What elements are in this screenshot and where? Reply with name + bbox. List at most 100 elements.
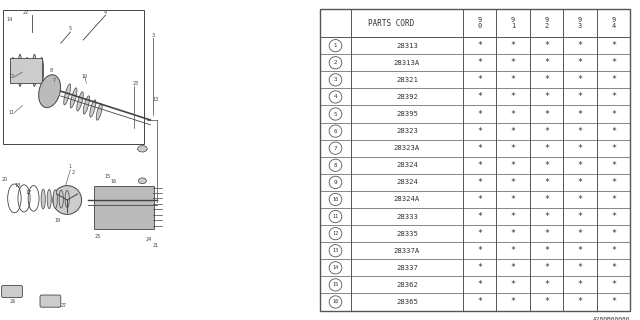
Circle shape	[329, 142, 342, 154]
Text: *: *	[477, 58, 482, 67]
Ellipse shape	[65, 190, 69, 208]
Text: 11: 11	[332, 214, 339, 219]
Text: *: *	[477, 195, 482, 204]
Text: 24: 24	[146, 237, 152, 242]
Ellipse shape	[53, 190, 58, 208]
Circle shape	[329, 262, 342, 274]
Text: *: *	[511, 127, 516, 136]
Text: 20: 20	[2, 177, 8, 182]
Text: 13: 13	[332, 248, 339, 253]
Text: 4: 4	[104, 10, 107, 15]
Ellipse shape	[41, 189, 45, 209]
Circle shape	[329, 159, 342, 172]
Text: *: *	[544, 41, 549, 50]
Text: *: *	[544, 195, 549, 204]
Circle shape	[329, 296, 342, 308]
Text: *: *	[611, 127, 616, 136]
Text: *: *	[477, 298, 482, 307]
Text: *: *	[544, 75, 549, 84]
Text: 23: 23	[133, 81, 139, 86]
Text: 5: 5	[333, 111, 337, 116]
Text: A280B00080: A280B00080	[593, 317, 630, 320]
Circle shape	[329, 193, 342, 206]
Text: *: *	[578, 298, 582, 307]
Text: *: *	[611, 263, 616, 272]
Text: 7: 7	[53, 77, 56, 83]
Text: 16: 16	[110, 179, 116, 184]
Text: *: *	[578, 127, 582, 136]
Text: *: *	[611, 109, 616, 118]
Text: *: *	[611, 280, 616, 289]
Ellipse shape	[83, 96, 90, 114]
Text: 19: 19	[54, 218, 61, 223]
Text: *: *	[511, 92, 516, 101]
Text: *: *	[544, 109, 549, 118]
Ellipse shape	[70, 88, 77, 108]
Text: *: *	[544, 127, 549, 136]
Text: 2: 2	[333, 60, 337, 65]
Ellipse shape	[53, 186, 82, 214]
Text: *: *	[544, 178, 549, 187]
Text: *: *	[511, 75, 516, 84]
Text: 27: 27	[61, 303, 67, 308]
Text: 17: 17	[26, 189, 32, 195]
Text: 25: 25	[95, 234, 100, 239]
Text: *: *	[511, 58, 516, 67]
Text: *: *	[477, 263, 482, 272]
Text: *: *	[477, 144, 482, 153]
Text: 3: 3	[152, 33, 155, 38]
Text: *: *	[578, 144, 582, 153]
Text: *: *	[578, 195, 582, 204]
Text: *: *	[544, 58, 549, 67]
Ellipse shape	[25, 58, 29, 83]
Text: 3: 3	[333, 77, 337, 82]
Text: 26: 26	[10, 300, 16, 304]
Text: *: *	[544, 246, 549, 255]
Text: 13: 13	[152, 97, 158, 102]
Text: 28362: 28362	[396, 282, 418, 288]
Text: *: *	[511, 229, 516, 238]
Text: *: *	[477, 75, 482, 84]
Text: *: *	[578, 75, 582, 84]
Text: *: *	[578, 92, 582, 101]
Ellipse shape	[59, 190, 63, 208]
Ellipse shape	[77, 92, 83, 111]
Text: *: *	[578, 178, 582, 187]
Text: *: *	[611, 161, 616, 170]
Text: 28321: 28321	[396, 77, 418, 83]
Text: 10: 10	[332, 197, 339, 202]
Text: *: *	[578, 161, 582, 170]
Text: *: *	[611, 75, 616, 84]
Text: 18: 18	[14, 183, 20, 188]
Text: *: *	[578, 263, 582, 272]
Text: 9: 9	[333, 180, 337, 185]
Text: 9
2: 9 2	[545, 17, 548, 29]
Text: *: *	[511, 109, 516, 118]
Text: *: *	[511, 263, 516, 272]
Text: 1: 1	[333, 43, 337, 48]
Text: *: *	[611, 212, 616, 221]
Text: 12: 12	[332, 231, 339, 236]
Text: 21: 21	[153, 243, 159, 248]
Circle shape	[329, 108, 342, 120]
Circle shape	[329, 228, 342, 240]
Text: 16: 16	[332, 300, 339, 305]
FancyBboxPatch shape	[2, 285, 22, 298]
Text: 22: 22	[22, 11, 29, 15]
Ellipse shape	[138, 178, 147, 184]
Text: *: *	[578, 109, 582, 118]
Ellipse shape	[138, 146, 147, 152]
Circle shape	[329, 91, 342, 103]
Text: *: *	[611, 58, 616, 67]
FancyBboxPatch shape	[40, 295, 61, 307]
Text: *: *	[477, 92, 482, 101]
Text: *: *	[544, 298, 549, 307]
Text: 14: 14	[332, 265, 339, 270]
Text: *: *	[578, 280, 582, 289]
Circle shape	[329, 39, 342, 52]
Text: 28337: 28337	[396, 265, 418, 271]
Text: *: *	[611, 178, 616, 187]
Text: *: *	[511, 298, 516, 307]
Text: *: *	[611, 229, 616, 238]
Text: 12: 12	[8, 74, 14, 79]
